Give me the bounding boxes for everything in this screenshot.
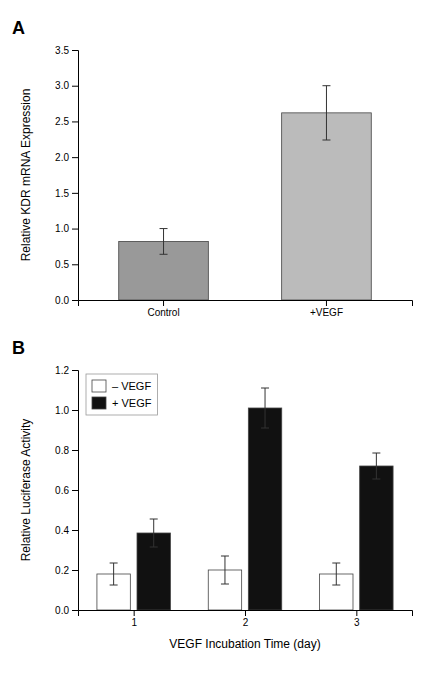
y-tick: 3.5 — [55, 45, 78, 56]
bar — [248, 408, 281, 610]
x-tick-mark — [134, 610, 135, 616]
y-tick: 0.5 — [55, 259, 78, 270]
y-tick-label: 3.5 — [55, 45, 69, 56]
y-tick-mark — [72, 229, 78, 230]
y-tick-label: 3.0 — [55, 80, 69, 91]
y-tick-label: 0.8 — [55, 445, 69, 456]
error-bar — [332, 563, 340, 585]
x-tick-mark — [356, 610, 357, 616]
bar — [360, 466, 393, 610]
error-bar — [261, 388, 269, 428]
legend-item: – VEGF — [92, 380, 151, 392]
y-tick-mark — [72, 610, 78, 611]
y-tick-mark — [72, 86, 78, 87]
y-tick: 2.0 — [55, 152, 78, 163]
y-tick-mark — [72, 410, 78, 411]
x-axis: 1 2 3 — [79, 610, 413, 628]
y-tick-mark — [72, 264, 78, 265]
x-tick-label: 2 — [243, 617, 249, 628]
y-tick: 0.2 — [55, 565, 78, 576]
legend-item: + VEGF — [92, 397, 152, 409]
error-bar — [372, 453, 380, 479]
y-tick-mark — [72, 490, 78, 491]
y-tick-mark — [72, 121, 78, 122]
y-tick-mark — [72, 450, 78, 451]
y-tick-mark — [72, 570, 78, 571]
y-tick-label: 0.0 — [55, 295, 69, 306]
y-tick: 1.5 — [55, 188, 78, 199]
panel: 0.0 0.5 1.0 1.5 2.0 2.5 3.0 3.5 Control +VEGF Rela… — [12, 18, 413, 318]
y-tick-mark — [72, 530, 78, 531]
x-axis: Control +VEGF — [79, 300, 413, 318]
figure: 0.0 0.5 1.0 1.5 2.0 2.5 3.0 3.5 Control +VEGF Rela… — [0, 0, 432, 677]
y-tick-mark — [72, 157, 78, 158]
error-bar — [221, 556, 229, 584]
x-tick-mark — [245, 610, 246, 616]
panel-label: A — [12, 18, 25, 38]
legend-swatch — [92, 380, 106, 392]
y-tick: 0.8 — [55, 445, 78, 456]
x-axis-title: VEGF Incubation Time (day) — [169, 637, 320, 651]
legend-label: + VEGF — [112, 397, 152, 409]
x-tick: 3 — [354, 610, 360, 628]
panel-label: B — [12, 338, 25, 358]
y-axis-title: Relative Luciferase Activity — [19, 419, 33, 562]
bar — [282, 113, 372, 300]
y-axis-title: Relative KDR mRNA Expression — [19, 89, 33, 262]
error-bar — [160, 229, 168, 255]
y-tick: 0.0 — [55, 605, 78, 616]
y-tick-label: 2.0 — [55, 152, 69, 163]
x-tick: 1 — [131, 610, 137, 628]
y-tick-label: 0.4 — [55, 525, 69, 536]
y-tick: 1.0 — [55, 223, 78, 234]
legend-label: – VEGF — [112, 380, 151, 392]
x-tick-mark — [163, 300, 164, 306]
y-tick: 1.0 — [55, 405, 78, 416]
y-tick-mark — [72, 370, 78, 371]
error-bar — [110, 563, 118, 585]
legend: – VEGF + VEGF — [86, 374, 157, 415]
y-axis: 0.0 0.5 1.0 1.5 2.0 2.5 3.0 3.5 — [55, 45, 78, 306]
y-axis: 0.0 0.2 0.4 0.6 0.8 1.0 1.2 — [55, 365, 78, 616]
plot-area — [119, 86, 372, 300]
error-bar — [322, 86, 330, 140]
x-tick-label: +VEGF — [310, 307, 343, 318]
x-tick-mark — [326, 300, 327, 306]
legend-frame — [86, 374, 157, 415]
x-tick-label: 3 — [354, 617, 360, 628]
legend-swatch — [92, 397, 106, 409]
y-tick-label: 1.0 — [55, 405, 69, 416]
y-axis-line — [72, 371, 79, 611]
y-tick-label: 0.0 — [55, 605, 69, 616]
y-tick-mark — [72, 193, 78, 194]
x-tick-label: Control — [147, 307, 179, 318]
y-tick-label: 0.6 — [55, 485, 69, 496]
y-tick-mark — [72, 50, 78, 51]
y-tick: 3.0 — [55, 80, 78, 91]
x-tick: +VEGF — [310, 300, 343, 318]
y-tick-label: 2.5 — [55, 116, 69, 127]
y-tick: 0.4 — [55, 525, 78, 536]
y-tick-label: 1.5 — [55, 188, 69, 199]
y-axis-line — [72, 51, 79, 301]
y-tick-label: 0.5 — [55, 259, 69, 270]
plot-area — [97, 388, 393, 610]
y-tick: 0.6 — [55, 485, 78, 496]
x-axis-line — [79, 301, 413, 307]
y-tick-mark — [72, 300, 78, 301]
x-axis-line — [79, 611, 413, 617]
y-tick-label: 0.2 — [55, 565, 69, 576]
error-bar — [150, 519, 158, 547]
x-tick: 2 — [243, 610, 249, 628]
x-tick: Control — [147, 300, 179, 318]
y-tick: 2.5 — [55, 116, 78, 127]
panel: 0.0 0.2 0.4 0.6 0.8 1.0 1.2 1 2 3 Relative Lucifer… — [12, 338, 413, 651]
x-tick-label: 1 — [131, 617, 137, 628]
y-tick-label: 1.0 — [55, 223, 69, 234]
y-tick: 1.2 — [55, 365, 78, 376]
y-tick-label: 1.2 — [55, 365, 69, 376]
y-tick: 0.0 — [55, 295, 78, 306]
